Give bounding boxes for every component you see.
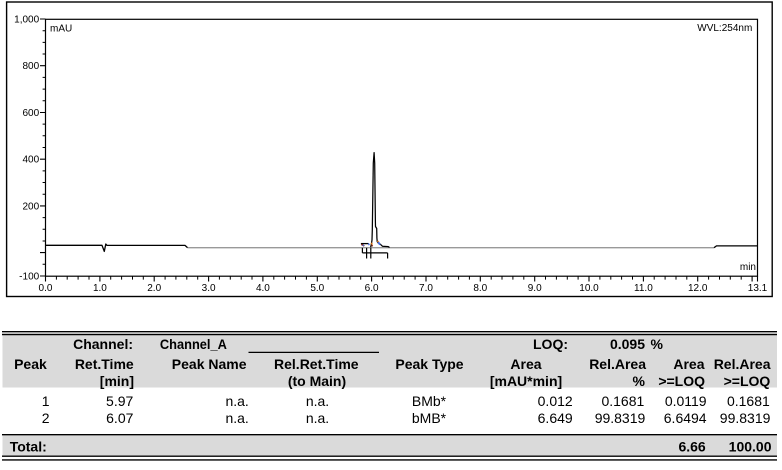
svg-text:n.a.: n.a. xyxy=(225,410,248,426)
svg-text:400: 400 xyxy=(23,155,40,166)
svg-text:n.a.: n.a. xyxy=(306,410,329,426)
svg-text:0.0: 0.0 xyxy=(39,283,53,294)
svg-text:99.8319: 99.8319 xyxy=(595,410,646,426)
svg-text:mAU: mAU xyxy=(50,24,72,35)
svg-text:9.0: 9.0 xyxy=(528,283,542,294)
svg-text:3.0: 3.0 xyxy=(202,283,216,294)
svg-text:n.a.: n.a. xyxy=(306,393,329,409)
svg-text:6.07: 6.07 xyxy=(106,410,133,426)
svg-text:Peak Type: Peak Type xyxy=(395,356,463,372)
svg-text:11.0: 11.0 xyxy=(634,283,653,294)
svg-text:-100: -100 xyxy=(19,272,39,283)
svg-text:[min]: [min] xyxy=(100,373,134,389)
svg-text:Channel_A: Channel_A xyxy=(160,336,227,352)
svg-text:n.a.: n.a. xyxy=(225,393,248,409)
svg-text:Peak Name: Peak Name xyxy=(172,356,247,372)
svg-text:0.095: 0.095 xyxy=(610,336,645,352)
svg-text:min: min xyxy=(740,262,756,273)
svg-text:Rel.Area: Rel.Area xyxy=(714,356,771,372)
svg-text:>=LOQ: >=LOQ xyxy=(658,373,705,389)
svg-text:800: 800 xyxy=(23,61,40,72)
svg-text:LOQ:: LOQ: xyxy=(533,336,568,352)
svg-text:BMb*: BMb* xyxy=(412,393,447,409)
svg-text:1,000: 1,000 xyxy=(14,15,39,26)
svg-text:Rel.Ret.Time: Rel.Ret.Time xyxy=(274,356,359,372)
svg-text:5.0: 5.0 xyxy=(310,283,324,294)
svg-text:Channel:: Channel: xyxy=(73,336,133,352)
svg-text:5.97: 5.97 xyxy=(106,393,133,409)
svg-text:1: 1 xyxy=(42,393,50,409)
svg-text:Rel.Area: Rel.Area xyxy=(589,356,646,372)
svg-text:0.1681: 0.1681 xyxy=(727,393,770,409)
svg-text:>=LOQ: >=LOQ xyxy=(724,373,771,389)
svg-text:6.649: 6.649 xyxy=(538,410,573,426)
svg-text:200: 200 xyxy=(23,201,40,212)
svg-text:bMB*: bMB* xyxy=(412,410,447,426)
svg-text:99.8319: 99.8319 xyxy=(720,410,771,426)
svg-text:[mAU*min]: [mAU*min] xyxy=(490,373,562,389)
svg-text:6.66: 6.66 xyxy=(678,439,705,455)
svg-text:%: % xyxy=(633,373,646,389)
svg-text:600: 600 xyxy=(23,108,40,119)
svg-text:%: % xyxy=(651,336,664,352)
svg-text:2.0: 2.0 xyxy=(147,283,161,294)
svg-text:WVL:254nm: WVL:254nm xyxy=(697,23,752,34)
svg-text:0.1681: 0.1681 xyxy=(601,393,644,409)
svg-text:100.00: 100.00 xyxy=(729,439,772,455)
svg-text:2: 2 xyxy=(42,410,50,426)
svg-text:Ret.Time: Ret.Time xyxy=(75,356,134,372)
svg-text:6.6494: 6.6494 xyxy=(664,410,707,426)
svg-text:12.0: 12.0 xyxy=(688,283,708,294)
svg-text:Area: Area xyxy=(510,356,541,372)
svg-text:0.0119: 0.0119 xyxy=(665,393,707,409)
svg-text:8.0: 8.0 xyxy=(473,283,487,294)
svg-text:0.012: 0.012 xyxy=(538,393,573,409)
svg-text:7.0: 7.0 xyxy=(419,283,433,294)
svg-text:(to Main): (to Main) xyxy=(288,373,346,389)
svg-text:Area: Area xyxy=(673,356,704,372)
svg-text:1.0: 1.0 xyxy=(93,283,107,294)
svg-text:13.1: 13.1 xyxy=(748,283,768,294)
svg-text:Peak: Peak xyxy=(14,356,47,372)
svg-text:Total:: Total: xyxy=(10,439,47,455)
svg-text:10.0: 10.0 xyxy=(579,283,599,294)
svg-text:6.0: 6.0 xyxy=(365,283,379,294)
svg-text:4.0: 4.0 xyxy=(256,283,270,294)
